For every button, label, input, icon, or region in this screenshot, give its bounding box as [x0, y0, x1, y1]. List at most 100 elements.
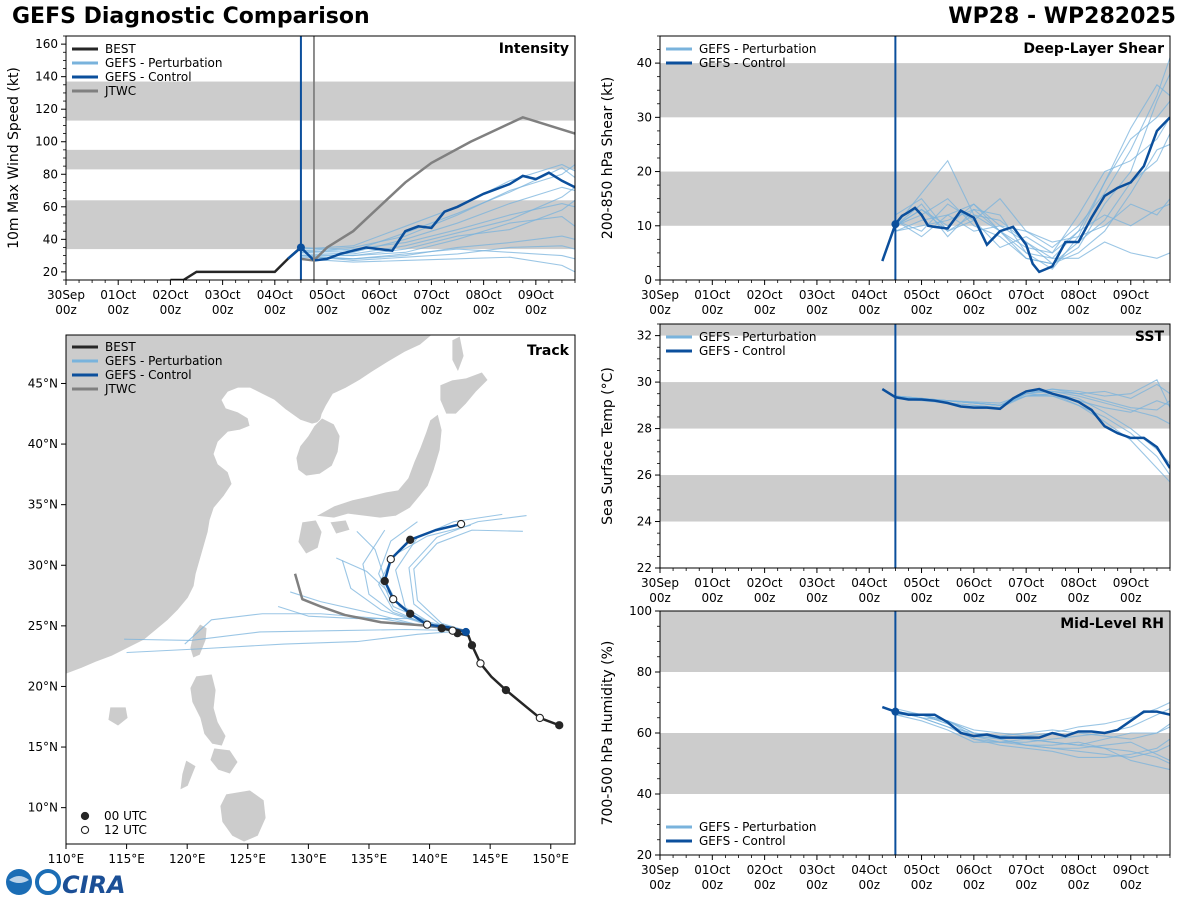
gefs-control-line — [881, 387, 1170, 469]
x-tick-label: 05Oct — [309, 288, 345, 302]
lon-tick-label: 150°E — [533, 852, 570, 866]
x-tick-label: 00z — [911, 878, 933, 892]
lon-tick-label: 135°E — [351, 852, 388, 866]
perturbation-track — [413, 529, 523, 632]
x-tick-label: 05Oct — [904, 576, 940, 590]
perturbation-line — [300, 248, 575, 260]
x-tick-label: 01Oct — [694, 863, 730, 877]
x-tick-label: 01Oct — [100, 288, 136, 302]
land-visayas — [179, 747, 239, 791]
lat-tick-label: 40°N — [28, 437, 58, 451]
best-track-marker — [535, 713, 545, 723]
perturbation-line — [895, 711, 1170, 740]
threshold-band — [660, 611, 1170, 672]
y-axis-label: 700-500 hPa Humidity (%) — [600, 641, 616, 826]
map-land — [66, 335, 489, 843]
land-hainan — [107, 706, 129, 727]
perturbation-line — [895, 203, 1170, 254]
x-tick-label: 00z — [911, 303, 933, 317]
y-tick-label: 60 — [637, 726, 652, 740]
map-frame — [65, 334, 576, 845]
x-tick-label: 30Sep — [641, 576, 679, 590]
x-tick-label: 00z — [1120, 591, 1142, 605]
x-tick-label: 00z — [649, 878, 671, 892]
x-tick-label: 00z — [1015, 591, 1037, 605]
y-tick-label: 60 — [43, 200, 58, 214]
perturbation-line — [895, 395, 1170, 476]
control-track-marker — [406, 609, 415, 618]
x-tick-label: 00z — [160, 303, 182, 317]
y-tick-label: 100 — [35, 135, 58, 149]
perturbation-line — [300, 245, 575, 262]
x-tick-label: 00z — [1015, 878, 1037, 892]
perturbation-line — [895, 198, 1170, 243]
x-tick-label: 00z — [702, 878, 724, 892]
perturbation-line — [300, 186, 575, 255]
y-tick-label: 0 — [644, 273, 652, 287]
legend-label: GEFS - Control — [105, 368, 192, 382]
perturbation-line — [895, 708, 1170, 758]
gefs-control-line — [287, 171, 575, 262]
control-track-marker — [386, 555, 395, 564]
x-tick-label: 08Oct — [1060, 576, 1096, 590]
land-mainland-asia — [66, 335, 433, 675]
perturbation-line — [895, 379, 1170, 409]
y-tick-label: 32 — [637, 329, 652, 343]
x-tick-label: 08Oct — [466, 288, 502, 302]
y-tick-label: 26 — [637, 468, 652, 482]
x-tick-label: 00z — [525, 303, 547, 317]
panel-title: Deep-Layer Shear — [1023, 41, 1164, 57]
x-tick-label: 08Oct — [1060, 863, 1096, 877]
legend-label: GEFS - Control — [699, 834, 786, 848]
x-tick-label: 00z — [858, 591, 880, 605]
land-taiwan — [189, 623, 208, 659]
x-tick-label: 00z — [858, 303, 880, 317]
x-tick-label: 00z — [1120, 303, 1142, 317]
perturbation-line — [895, 702, 1170, 737]
init-marker — [891, 707, 900, 716]
x-tick-label: 00z — [1015, 303, 1037, 317]
y-tick-label: 160 — [35, 37, 58, 51]
best-track-marker — [467, 641, 477, 650]
x-tick-label: 00z — [911, 591, 933, 605]
y-tick-label: 30 — [637, 375, 652, 389]
y-tick-label: 40 — [43, 232, 58, 246]
x-tick-label: 00z — [649, 591, 671, 605]
land-mindanao — [219, 789, 267, 843]
x-tick-label: 00z — [963, 591, 985, 605]
y-tick-label: 100 — [629, 604, 652, 618]
x-tick-label: 02Oct — [747, 863, 783, 877]
legend-label: GEFS - Control — [699, 344, 786, 358]
x-tick-label: 03Oct — [799, 288, 835, 302]
land-luzon — [189, 673, 227, 747]
control-track-marker — [422, 620, 432, 629]
control-track-marker — [456, 519, 466, 529]
y-axis-label: 200-850 hPa Shear (kt) — [600, 77, 616, 239]
panel-title: Track — [527, 343, 570, 359]
plot-area — [660, 36, 1170, 280]
panel-title: Intensity — [499, 41, 569, 57]
x-tick-label: 02Oct — [747, 576, 783, 590]
x-tick-label: 00z — [264, 303, 286, 317]
x-tick-label: 30Sep — [641, 288, 679, 302]
jtwc-line — [300, 115, 575, 262]
marker-legend-label: 00 UTC — [104, 809, 147, 823]
plot-area — [660, 611, 1170, 855]
y-tick-label: 20 — [43, 265, 58, 279]
legend-label: GEFS - Perturbation — [105, 56, 222, 70]
perturbation-track — [124, 628, 466, 641]
init-marker — [891, 220, 900, 229]
threshold-band — [660, 63, 1170, 118]
x-tick-label: 09Oct — [1113, 576, 1149, 590]
lat-tick-label: 30°N — [28, 558, 58, 572]
x-tick-label: 00z — [963, 303, 985, 317]
y-tick-label: 28 — [637, 422, 652, 436]
legend-label: GEFS - Perturbation — [699, 820, 816, 834]
legend-label: BEST — [105, 340, 136, 354]
y-tick-label: 80 — [43, 167, 58, 181]
y-tick-label: 20 — [637, 165, 652, 179]
legend-label: GEFS - Control — [105, 70, 192, 84]
y-tick-label: 40 — [637, 787, 652, 801]
lat-tick-label: 10°N — [28, 801, 58, 815]
lat-tick-label: 25°N — [28, 619, 58, 633]
